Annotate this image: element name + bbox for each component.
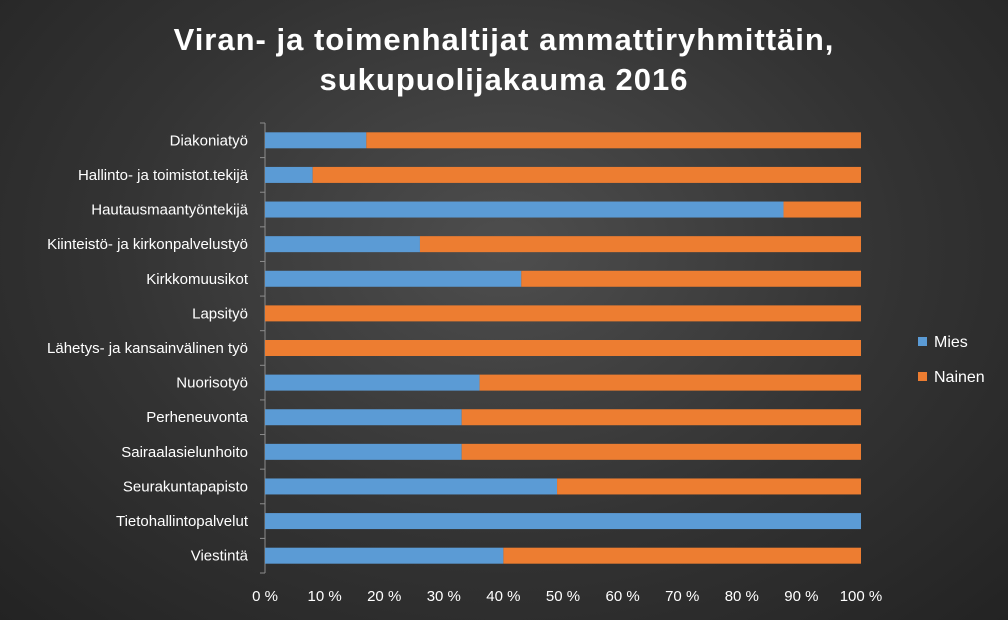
- y-tick-label: Diakoniatyö: [170, 132, 248, 149]
- y-tick-label: Tietohallintopalvelut: [116, 513, 249, 530]
- legend-item-mies: Mies: [918, 334, 968, 352]
- legend-swatch-mies: [918, 337, 927, 346]
- legend-label-nainen: Nainen: [934, 369, 985, 386]
- x-tick-label: 0 %: [252, 588, 278, 605]
- legend-label-mies: Mies: [934, 334, 968, 351]
- bar-nainen-diakoniatyo: [366, 132, 861, 149]
- bar-nainen-viestinta: [503, 547, 861, 564]
- bar-mies-kiinteisto-ja-kirkonpalvelustyo: [265, 236, 420, 253]
- bar-mies-sairaalasielunhoito: [265, 443, 462, 460]
- bar-nainen-nuorisotyo: [479, 374, 861, 391]
- y-tick-label: Kirkkomuusikot: [146, 271, 249, 288]
- y-tick-label: Lapsityö: [192, 305, 248, 322]
- x-tick-label: 10 %: [307, 588, 341, 605]
- y-tick-label: Nuorisotyö: [176, 375, 248, 392]
- y-tick-label: Kiinteistö- ja kirkonpalvelustyö: [47, 236, 248, 253]
- bar-nainen-hautausmaantyontekija: [783, 201, 861, 218]
- bar-mies-tietohallintopalvelut: [265, 513, 861, 530]
- y-tick-label: Viestintä: [191, 548, 249, 565]
- chart-title-line-1: Viran- ja toimenhaltijat ammattiryhmittä…: [173, 22, 835, 57]
- x-tick-label: 60 %: [605, 588, 639, 605]
- bar-nainen-hallinto-ja-toimistot-tekija: [312, 166, 861, 183]
- y-tick-label: Hallinto- ja toimistot.tekijä: [78, 167, 249, 184]
- bar-mies-kirkkomuusikot: [265, 270, 522, 287]
- bar-nainen-kiinteisto-ja-kirkonpalvelustyo: [419, 236, 861, 253]
- bar-nainen-lahetys-ja-kansainvalinen-tyo: [265, 340, 861, 356]
- chart-title: Viran- ja toimenhaltijat ammattiryhmittä…: [0, 20, 1008, 100]
- x-tick-label: 70 %: [665, 588, 699, 605]
- bar-mies-hautausmaantyontekija: [265, 201, 784, 218]
- chart-title-line-2: sukupuolijakauma 2016: [319, 62, 689, 97]
- y-tick-label: Perheneuvonta: [146, 409, 248, 426]
- bar-mies-perheneuvonta: [265, 409, 462, 426]
- x-tick-label: 30 %: [427, 588, 461, 605]
- x-tick-label: 50 %: [546, 588, 580, 605]
- bar-mies-nuorisotyo: [265, 374, 480, 391]
- y-tick-label: Lähetys- ja kansainvälinen työ: [47, 340, 248, 357]
- bar-nainen-kirkkomuusikot: [521, 270, 861, 287]
- bar-nainen-perheneuvonta: [461, 409, 861, 426]
- x-tick-label: 20 %: [367, 588, 401, 605]
- y-tick-label: Hautausmaantyöntekijä: [91, 202, 248, 219]
- y-tick-label: Seurakuntapapisto: [123, 478, 248, 495]
- legend-item-nainen: Nainen: [918, 369, 985, 387]
- x-tick-label: 100 %: [840, 588, 883, 605]
- bar-nainen-seurakuntapapisto: [557, 478, 861, 495]
- bar-mies-viestinta: [265, 547, 504, 564]
- x-tick-label: 80 %: [725, 588, 759, 605]
- legend-swatch-nainen: [918, 372, 927, 381]
- bar-nainen-lapsityo: [265, 305, 861, 322]
- bar-mies-hallinto-ja-toimistot-tekija: [265, 166, 313, 183]
- bar-mies-seurakuntapapisto: [265, 478, 558, 495]
- bar-mies-diakoniatyo: [265, 132, 367, 149]
- y-tick-label: Sairaalasielunhoito: [121, 444, 248, 461]
- x-tick-label: 90 %: [784, 588, 818, 605]
- bar-nainen-sairaalasielunhoito: [461, 443, 861, 460]
- x-tick-label: 40 %: [486, 588, 520, 605]
